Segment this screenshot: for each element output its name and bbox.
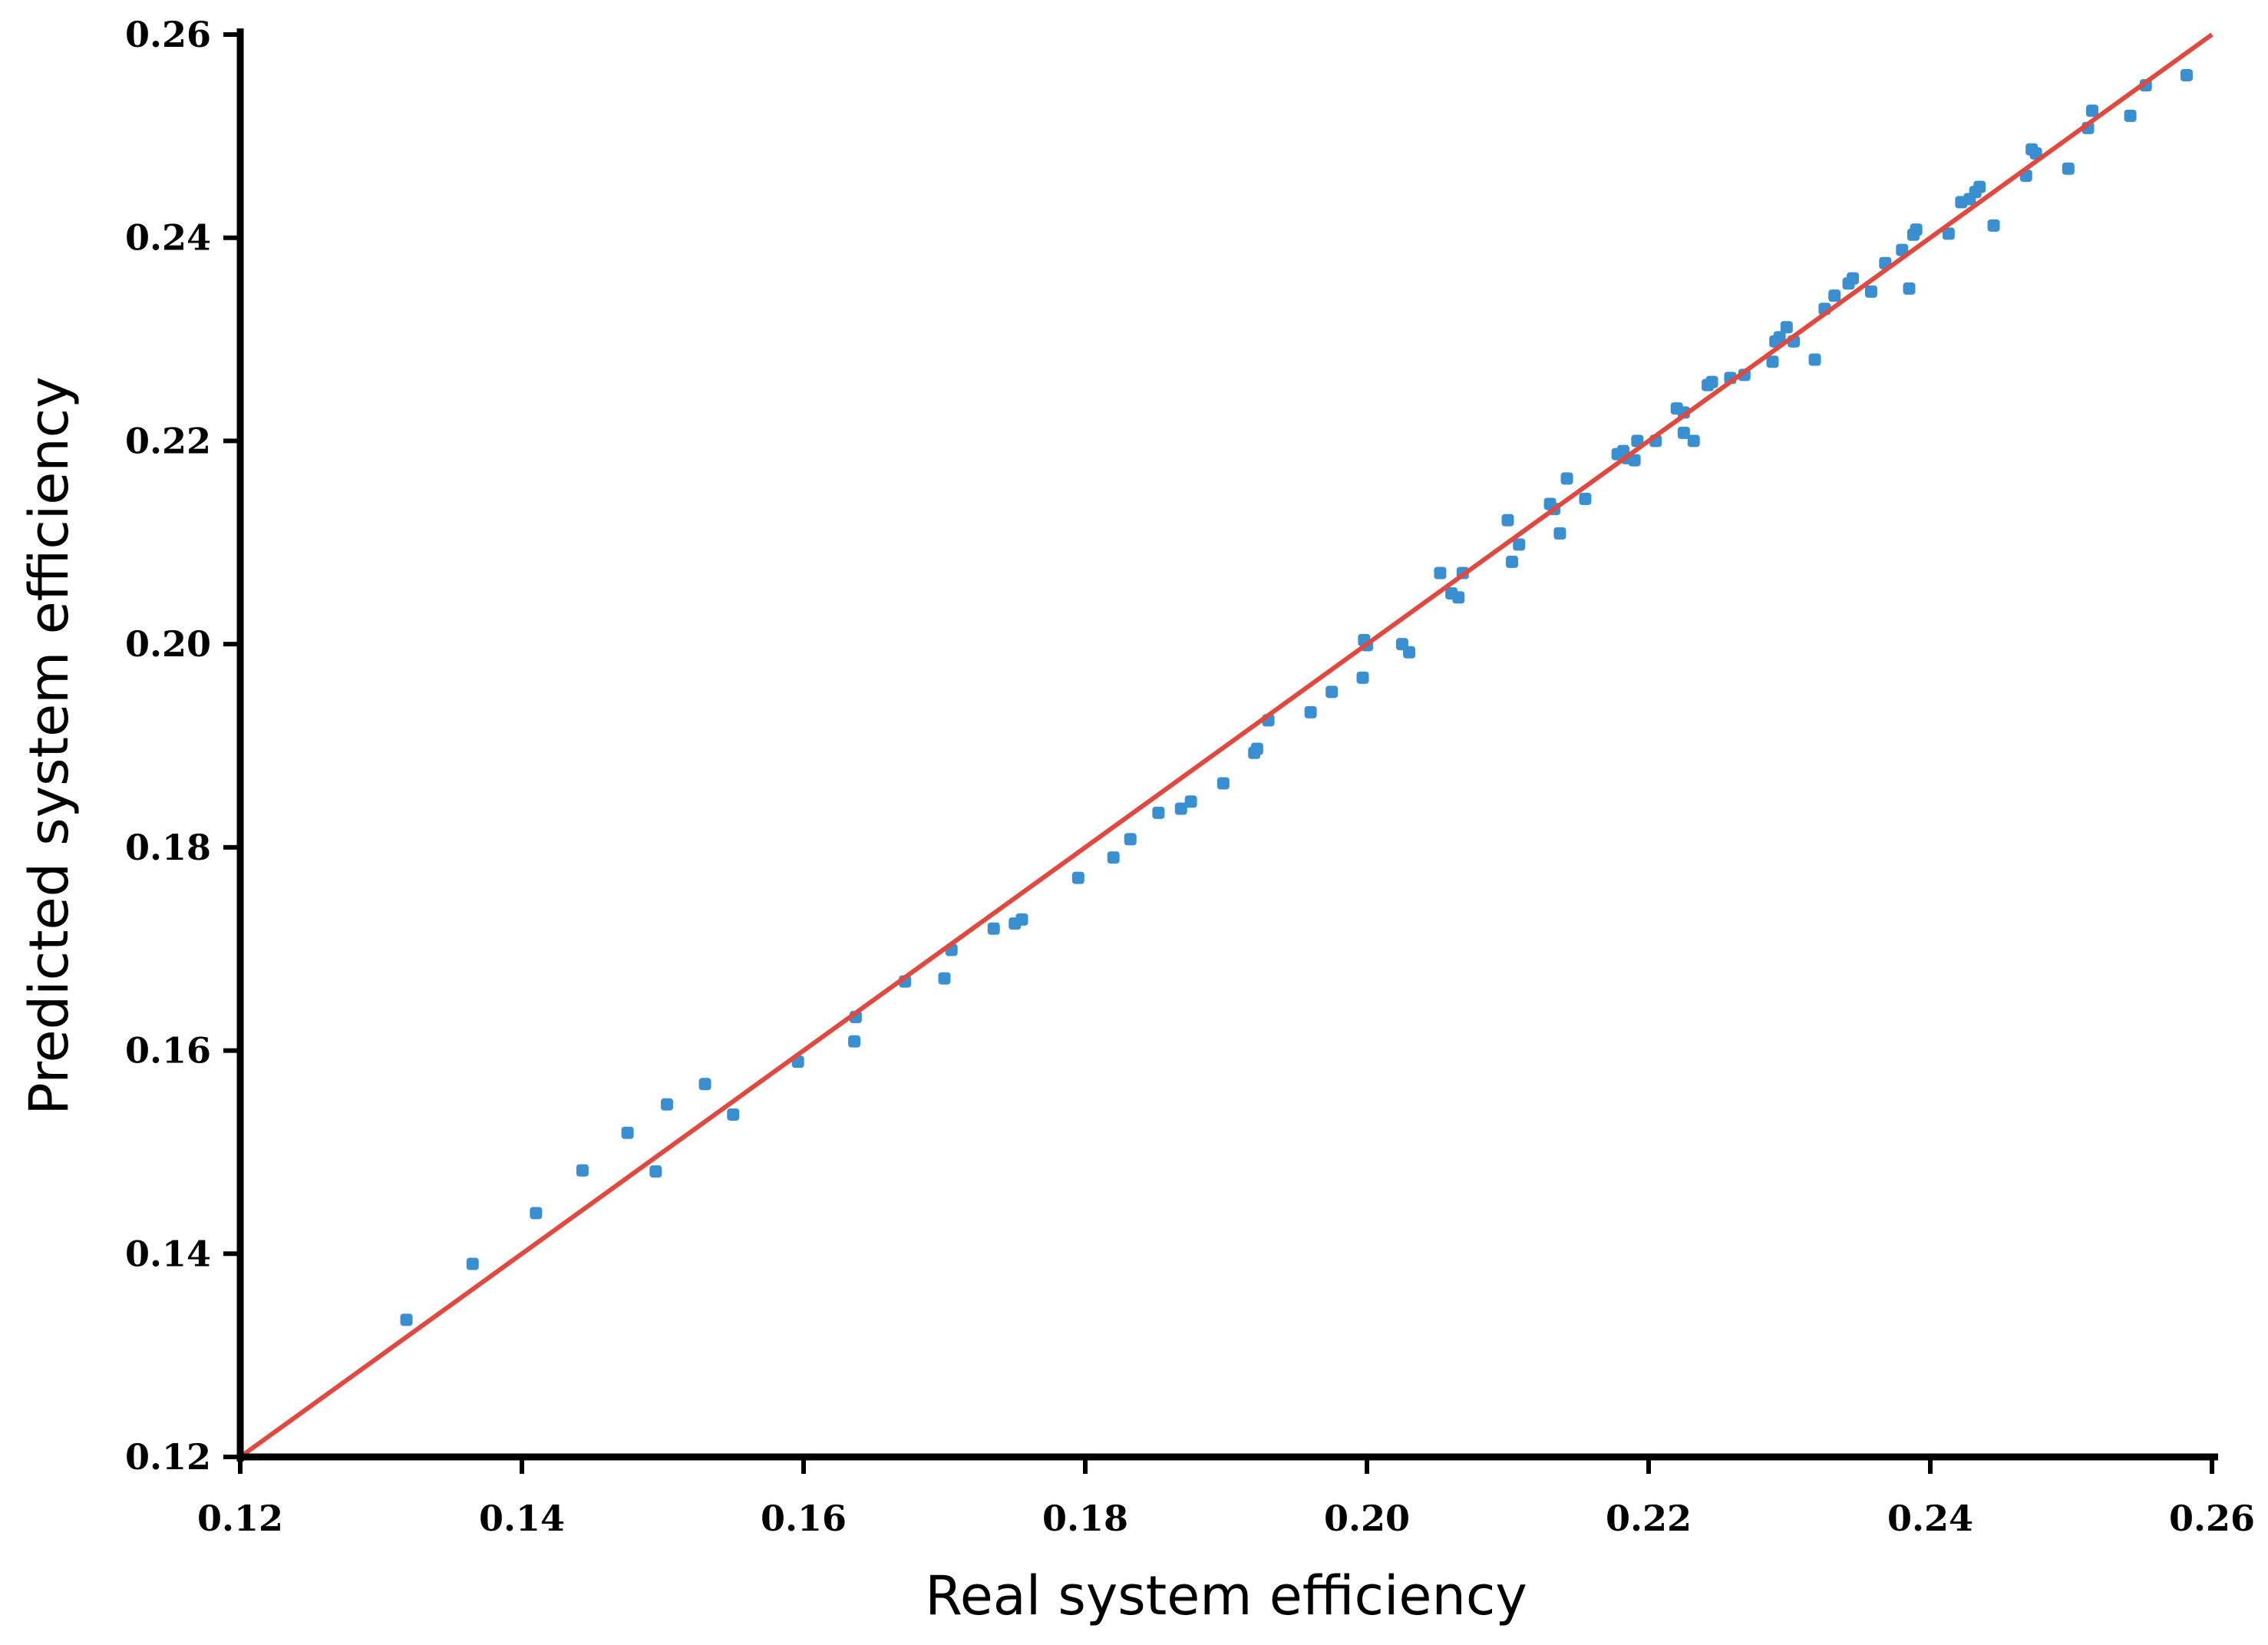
y-tick-label: 0.20 xyxy=(125,623,211,665)
x-tick-label: 0.14 xyxy=(479,1498,565,1539)
axis-ticks xyxy=(223,32,2214,1474)
data-point xyxy=(1973,180,1986,193)
data-point xyxy=(1434,567,1447,580)
data-point xyxy=(1501,514,1514,527)
data-point xyxy=(1687,434,1700,448)
data-point xyxy=(1847,272,1860,285)
data-point xyxy=(1506,555,1519,568)
data-point xyxy=(1174,802,1187,815)
x-tick-label: 0.22 xyxy=(1606,1498,1692,1539)
data-point xyxy=(1864,285,1877,298)
data-point xyxy=(2124,109,2137,122)
data-point xyxy=(1015,913,1028,926)
data-point xyxy=(530,1207,543,1220)
data-point xyxy=(1780,321,1793,334)
data-point xyxy=(2029,147,2042,160)
data-point xyxy=(1325,685,1339,699)
data-point xyxy=(698,1078,711,1091)
data-point xyxy=(1184,795,1197,808)
y-tick-label: 0.12 xyxy=(125,1436,211,1478)
data-point xyxy=(1773,331,1786,344)
data-point xyxy=(1903,282,1916,295)
y-axis-title: Predicted system efficiency xyxy=(18,376,81,1115)
data-point xyxy=(400,1313,413,1326)
data-point xyxy=(1766,355,1779,368)
data-point xyxy=(1942,227,1955,240)
data-point xyxy=(1553,527,1566,540)
data-point xyxy=(1356,671,1369,684)
y-tick-label: 0.18 xyxy=(125,827,211,868)
data-point xyxy=(1152,806,1165,819)
data-point xyxy=(2180,68,2193,81)
y-tick-label: 0.26 xyxy=(125,14,211,55)
data-point xyxy=(938,972,951,985)
reference-line xyxy=(239,32,2214,1459)
y-tick-label: 0.16 xyxy=(125,1030,211,1072)
y-tick-label: 0.14 xyxy=(125,1233,211,1274)
data-point xyxy=(987,922,1000,935)
y-tick-labels: 0.12 0.14 0.16 0.18 0.20 0.22 0.24 0.26 xyxy=(125,14,211,1478)
data-point xyxy=(1513,538,1526,551)
data-point xyxy=(1452,591,1465,604)
data-point xyxy=(1808,353,1821,366)
data-point xyxy=(1987,219,2000,232)
data-point xyxy=(1107,851,1120,864)
data-point xyxy=(1217,777,1230,790)
data-point xyxy=(1250,742,1263,755)
x-tick-label: 0.24 xyxy=(1887,1498,1973,1539)
data-point xyxy=(1403,646,1416,659)
x-tick-label: 0.16 xyxy=(761,1498,847,1539)
data-point xyxy=(1631,434,1644,448)
x-axis-title: Real system efficiency xyxy=(925,1564,1527,1627)
data-point xyxy=(649,1165,662,1178)
x-tick-label: 0.12 xyxy=(197,1498,283,1539)
y-tick-label: 0.24 xyxy=(125,217,211,259)
data-point xyxy=(1677,426,1690,439)
data-point xyxy=(1628,454,1641,467)
data-point xyxy=(1705,375,1718,388)
x-tick-label: 0.20 xyxy=(1324,1498,1410,1539)
x-tick-label: 0.18 xyxy=(1042,1498,1128,1539)
data-point xyxy=(1071,871,1084,884)
y-tick-label: 0.22 xyxy=(125,420,211,461)
data-point xyxy=(2062,162,2075,175)
data-point xyxy=(1828,289,1841,302)
data-points xyxy=(400,68,2193,1326)
data-point xyxy=(848,1035,861,1048)
data-point xyxy=(1304,705,1317,718)
x-tick-labels: 0.12 0.14 0.16 0.18 0.20 0.22 0.24 0.26 xyxy=(197,1498,2255,1539)
data-point xyxy=(661,1098,674,1111)
data-point xyxy=(621,1126,634,1139)
data-point xyxy=(2086,104,2099,117)
data-point xyxy=(1579,492,1592,505)
data-point xyxy=(1896,243,1909,256)
data-point xyxy=(466,1257,479,1270)
data-point xyxy=(1910,223,1923,236)
data-point xyxy=(576,1164,589,1177)
data-point xyxy=(1560,472,1573,485)
data-point xyxy=(1124,833,1137,846)
x-tick-label: 0.26 xyxy=(2169,1498,2255,1539)
data-point xyxy=(727,1108,740,1121)
